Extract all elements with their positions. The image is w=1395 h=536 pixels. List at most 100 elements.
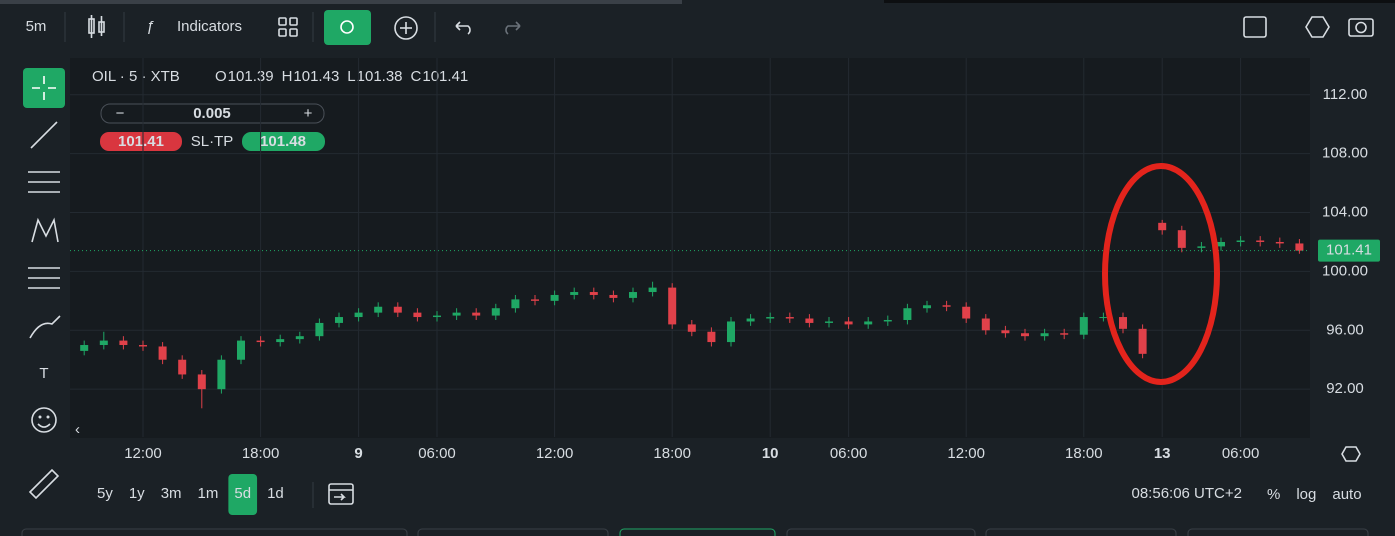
quantity: 0.005 bbox=[193, 105, 231, 122]
candle-body bbox=[923, 305, 931, 309]
layout-icon[interactable] bbox=[278, 17, 298, 37]
line-tool[interactable] bbox=[30, 121, 58, 149]
candle-body bbox=[80, 345, 89, 351]
candle-body bbox=[374, 306, 383, 313]
candle-body bbox=[452, 312, 461, 316]
candle-body bbox=[256, 340, 265, 343]
candle-body bbox=[99, 340, 108, 346]
y-tick-label: 112.00 bbox=[1323, 86, 1368, 103]
candle-body bbox=[570, 292, 579, 295]
settings-icon[interactable] bbox=[1305, 16, 1330, 38]
buy-button[interactable] bbox=[242, 132, 325, 151]
range-bar: 5y 1y 3m 1m 5d 1d bbox=[97, 474, 284, 515]
annotation-circle bbox=[1102, 163, 1220, 385]
trade-icon bbox=[340, 20, 354, 34]
candle-body bbox=[393, 306, 402, 313]
plot-area bbox=[70, 58, 1310, 438]
candle-body bbox=[139, 345, 147, 347]
candle-body bbox=[1197, 246, 1206, 248]
quantity-field[interactable] bbox=[100, 103, 325, 124]
top-strip bbox=[0, 0, 682, 4]
candle-body bbox=[707, 331, 716, 343]
candle-body bbox=[472, 312, 481, 316]
indicators-button[interactable]: Indicators bbox=[177, 18, 242, 35]
candle-body bbox=[197, 374, 206, 390]
range-button[interactable]: 3m bbox=[161, 485, 182, 502]
fx-icon[interactable]: ƒ bbox=[146, 18, 154, 35]
pattern-tool[interactable] bbox=[31, 217, 59, 243]
y-tick-label: 108.00 bbox=[1322, 145, 1368, 162]
candle-icon[interactable] bbox=[88, 15, 105, 38]
candle-body bbox=[491, 308, 500, 316]
undo-icon[interactable] bbox=[455, 21, 471, 35]
ohlc-value: 101.39 bbox=[228, 68, 274, 85]
date-range-icon[interactable] bbox=[328, 483, 354, 505]
candle-body bbox=[550, 294, 559, 301]
x-tick-label: 12:00 bbox=[536, 445, 574, 462]
candle-body bbox=[1021, 333, 1029, 337]
top-strip bbox=[884, 0, 1395, 3]
range-button[interactable]: 5d bbox=[234, 485, 251, 502]
range-button[interactable]: 5y bbox=[97, 485, 113, 502]
y-tick-label: 100.00 bbox=[1322, 262, 1368, 279]
candle-body bbox=[1158, 222, 1167, 231]
trade-button[interactable] bbox=[324, 10, 371, 45]
crosshair-button[interactable] bbox=[23, 68, 65, 108]
candle-body bbox=[1177, 230, 1186, 248]
x-tick-label: 12:00 bbox=[947, 445, 985, 462]
add-icon[interactable] bbox=[394, 16, 418, 40]
chart: 92.00 96.00 100.00 104.00 108.00 112.00 12:00 1… bbox=[70, 58, 1380, 462]
candle-body bbox=[1040, 333, 1049, 337]
candle-body bbox=[1079, 317, 1088, 335]
timeframe[interactable]: 5m bbox=[26, 18, 47, 35]
candle-body bbox=[1256, 240, 1265, 242]
fib-tool[interactable] bbox=[28, 267, 60, 289]
candle-body bbox=[237, 340, 245, 360]
scale-option[interactable]: auto bbox=[1332, 486, 1361, 503]
range-button[interactable]: 1m bbox=[198, 485, 219, 502]
decrement[interactable]: − bbox=[116, 105, 125, 122]
brush-tool[interactable] bbox=[29, 315, 61, 339]
candle-body bbox=[119, 340, 128, 346]
candle-body bbox=[315, 322, 324, 337]
camera-icon[interactable] bbox=[1348, 18, 1374, 37]
increment[interactable]: + bbox=[304, 105, 313, 122]
candle-body bbox=[1236, 240, 1245, 242]
range-button[interactable]: 1d bbox=[267, 485, 284, 502]
x-tick-label: 13 bbox=[1154, 445, 1171, 462]
emoji-tool[interactable] bbox=[31, 407, 57, 433]
candle-body bbox=[785, 317, 794, 319]
x-tick-label: 10 bbox=[762, 445, 779, 462]
candle-body bbox=[766, 317, 775, 319]
candle-body bbox=[531, 299, 539, 301]
range-button[interactable]: 1y bbox=[129, 485, 145, 502]
last-price-label: 101.41 bbox=[1326, 242, 1372, 259]
candle-body bbox=[1001, 330, 1010, 334]
sl-tp[interactable]: SL·TP bbox=[191, 133, 234, 150]
fullscreen-icon[interactable] bbox=[1243, 16, 1267, 38]
ruler-tool[interactable] bbox=[28, 468, 60, 500]
candle-body bbox=[727, 321, 735, 343]
y-tick-label: 92.00 bbox=[1326, 380, 1364, 397]
candle-body bbox=[511, 299, 520, 309]
candle-body bbox=[844, 321, 853, 325]
axis-settings[interactable] bbox=[1341, 446, 1361, 462]
sell-button[interactable] bbox=[100, 132, 182, 151]
ohlc-value: 101.43 bbox=[293, 68, 339, 85]
scale-option[interactable]: log bbox=[1296, 486, 1316, 503]
range-active bbox=[228, 474, 258, 515]
candle-body bbox=[335, 317, 343, 323]
scroll-left[interactable]: ‹ bbox=[75, 421, 80, 438]
text-tool[interactable]: T bbox=[39, 365, 48, 382]
bottom-tabs bbox=[21, 528, 1369, 536]
x-tick-label: 18:00 bbox=[653, 445, 691, 462]
lines-tool[interactable] bbox=[28, 171, 60, 193]
scale-option[interactable]: % bbox=[1267, 486, 1280, 503]
ohlc-key: L bbox=[347, 68, 355, 85]
candle-body bbox=[295, 336, 304, 340]
last-price-tag bbox=[1318, 239, 1380, 262]
candle-body bbox=[864, 321, 873, 325]
candle-body bbox=[609, 294, 618, 298]
candle-body bbox=[1119, 317, 1127, 329]
candle-body bbox=[1060, 333, 1069, 335]
